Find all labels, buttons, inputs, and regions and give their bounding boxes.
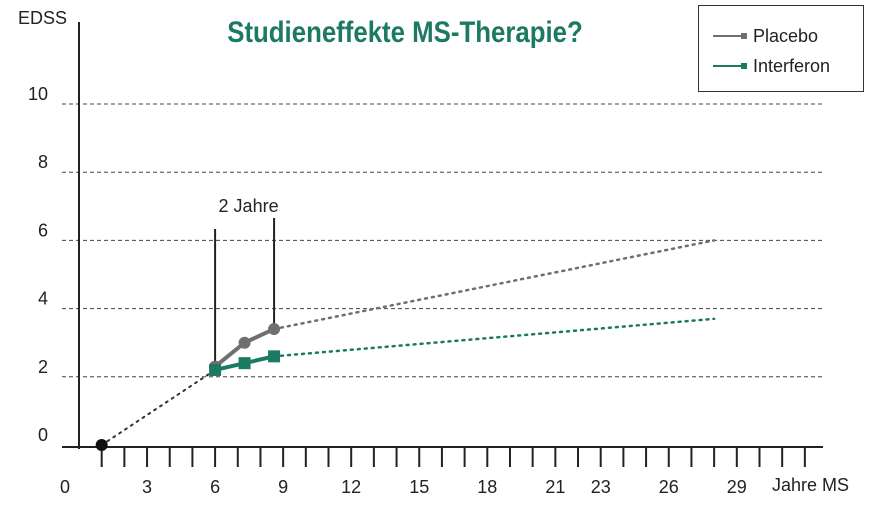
y-tick-label-6: 6 — [38, 220, 48, 240]
x-tick-label-15: 15 — [409, 477, 429, 497]
projection-line-interferon — [272, 317, 716, 358]
x-tick-label-12: 12 — [341, 477, 361, 497]
x-tick-label-29: 29 — [727, 477, 747, 497]
projection-line-placebo — [272, 239, 716, 331]
data-point-interferon-1 — [238, 357, 251, 370]
x-tick-label-9: 9 — [278, 477, 288, 497]
legend-label-placebo: Placebo — [753, 25, 819, 46]
chart-title: Studieneffekte MS-Therapie? — [227, 16, 583, 49]
data-point-placebo-2 — [268, 323, 281, 336]
origin-point — [95, 439, 108, 451]
y-tick-label-10: 10 — [28, 84, 48, 104]
x-tick-label-21: 21 — [545, 477, 565, 497]
data-point-interferon-0 — [209, 363, 222, 376]
x-tick-label-23: 23 — [591, 477, 611, 497]
y-axis-label: EDSS — [18, 8, 67, 28]
x-tick-label-0: 0 — [60, 477, 70, 497]
legend-swatch-interferon — [713, 60, 747, 72]
series — [95, 218, 716, 451]
x-tick-label-3: 3 — [142, 477, 152, 497]
legend-item-placebo: Placebo — [713, 24, 818, 48]
axes — [62, 22, 823, 467]
x-tick-label-6: 6 — [210, 477, 220, 497]
y-tick-label-4: 4 — [38, 289, 48, 309]
baseline-trend-line — [100, 368, 217, 446]
x-tick-label-26: 26 — [659, 477, 679, 497]
y-tick-label-2: 2 — [38, 357, 48, 377]
y-tick-label-0: 0 — [38, 425, 48, 445]
data-point-interferon-2 — [268, 350, 281, 363]
y-tick-label-8: 8 — [38, 152, 48, 172]
gridlines — [62, 103, 823, 378]
x-axis-label: Jahre MS — [772, 475, 849, 495]
legend-item-interferon: Interferon — [713, 54, 830, 78]
legend-swatch-placebo — [713, 30, 747, 42]
annotation-label: 2 Jahre — [219, 196, 279, 216]
legend-label-interferon: Interferon — [753, 55, 831, 76]
data-point-placebo-1 — [238, 336, 251, 349]
tick-labels: 0 2 4 6 8 10 0 3 6 9 12 15 18 21 23 26 29 EDSS Jahre MS 2 J… — [18, 8, 849, 497]
x-tick-label-18: 18 — [477, 477, 497, 497]
legend: Placebo Interferon — [698, 5, 864, 92]
